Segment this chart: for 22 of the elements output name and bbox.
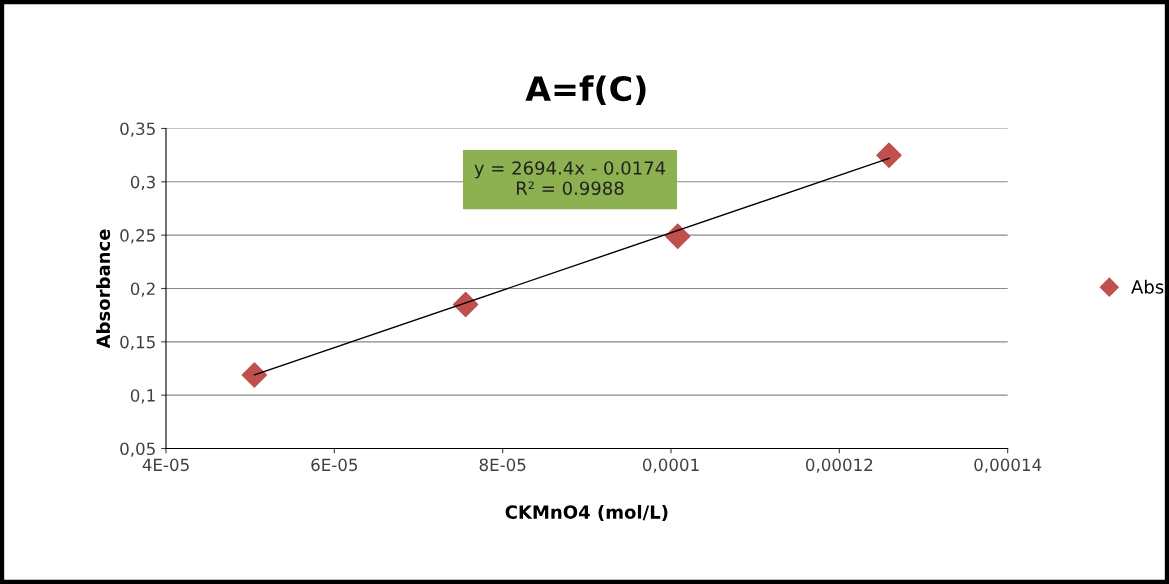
y-tick-label: 0,35 — [120, 122, 155, 137]
x-tick-label: 0,0001 — [642, 458, 699, 473]
point — [876, 142, 902, 168]
x-tick-label: 4E-05 — [142, 458, 189, 472]
y-tick-label: 0,25 — [120, 229, 155, 244]
point — [452, 291, 479, 318]
point — [241, 362, 268, 388]
x-tick-label: 0,00014 — [974, 458, 1042, 473]
x-axis-title: CKMnO4 (mol/L) — [505, 504, 668, 522]
legend-label: Abs — [1131, 279, 1164, 294]
y-tick-label: 0,15 — [120, 335, 155, 351]
point — [665, 223, 691, 249]
y-axis-title: Absorbance — [96, 229, 111, 349]
x-tick-label: 8E-05 — [479, 458, 526, 472]
annotation: y = 2694.4x - 0.0174 R² = 0.9988 — [474, 161, 666, 196]
x-tick-label: 6E-05 — [311, 458, 358, 472]
chart-title: A=f(C) — [525, 75, 646, 106]
x-tick-label: 0,00012 — [805, 458, 873, 473]
y-tick-label: 0,1 — [130, 389, 155, 404]
y-tick-label: 0,3 — [130, 175, 155, 191]
y-tick-label: 0,05 — [120, 442, 155, 457]
y-tick-label: 0,2 — [130, 282, 155, 297]
